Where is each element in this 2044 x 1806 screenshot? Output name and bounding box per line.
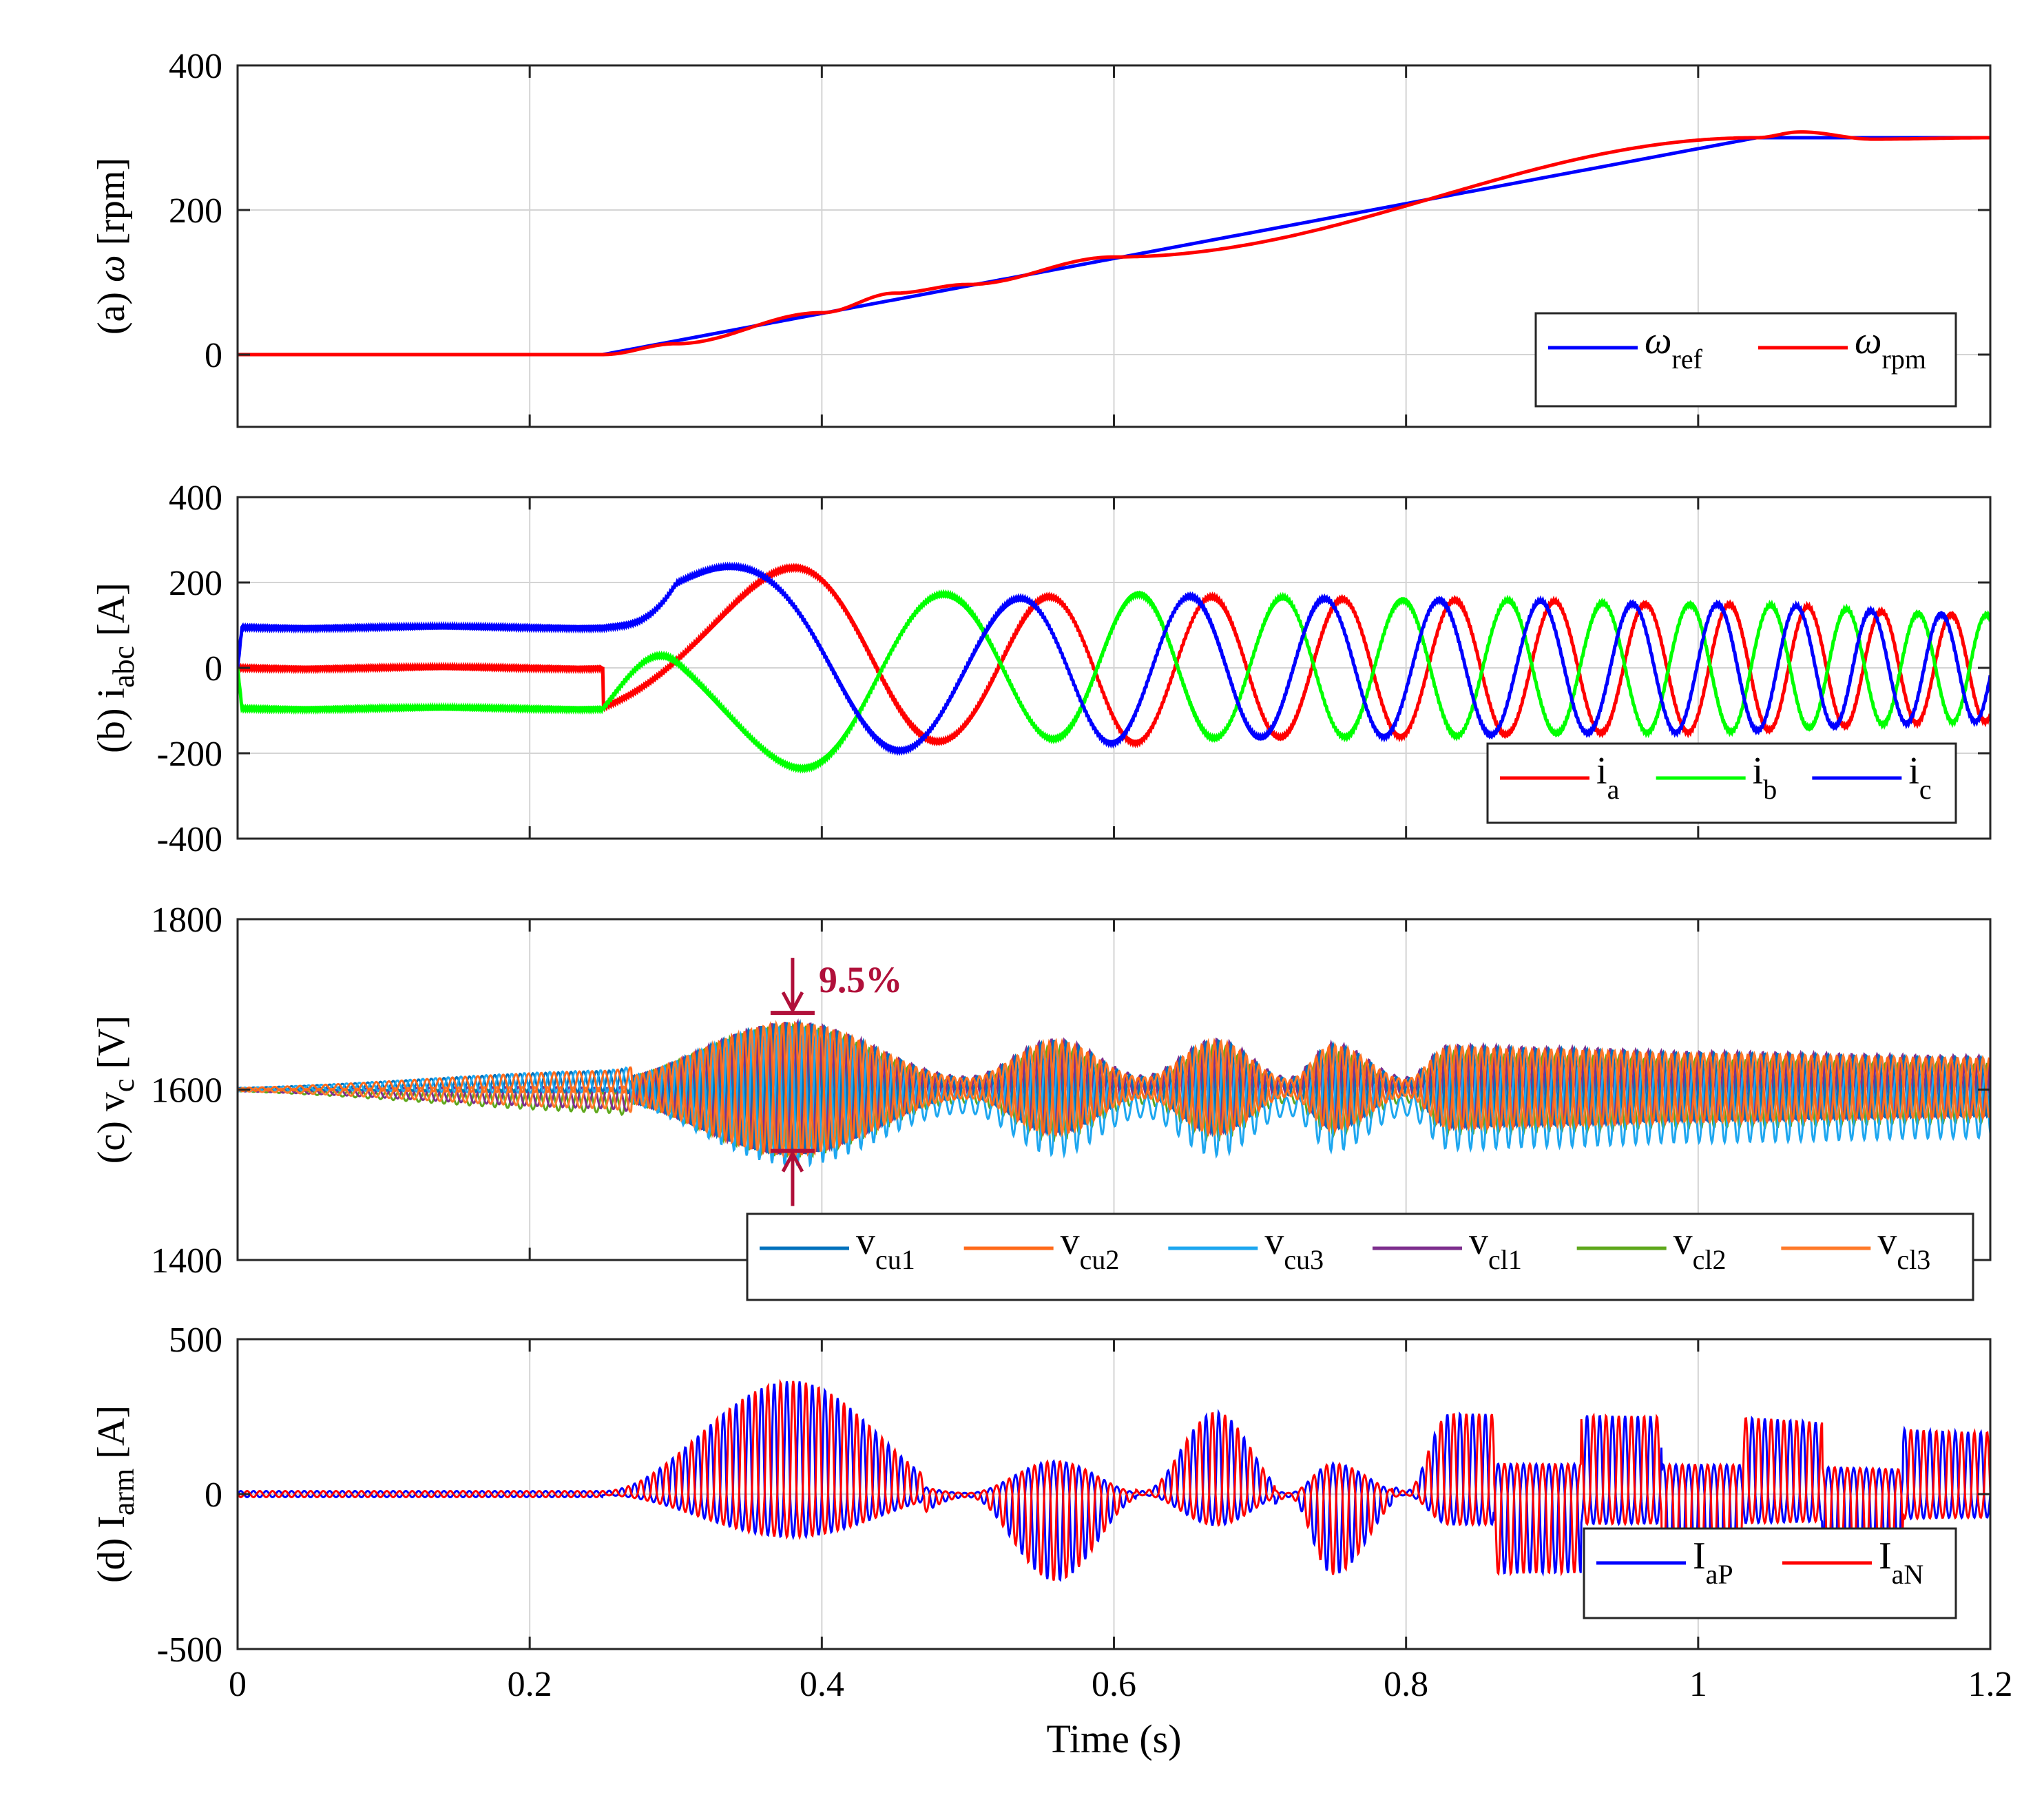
panel-b-phase-currents: -400 -200 0 200 400 (b) iabc [A] ia ib ic xyxy=(90,479,1992,859)
y-tick-label: 0 xyxy=(205,1476,222,1515)
series-line-v-cu3 xyxy=(238,1025,1990,1168)
legend-label: vcu2 xyxy=(1061,1220,1120,1275)
annotation-bottom-arrowhead xyxy=(781,1150,804,1173)
legend-label: IaN xyxy=(1879,1535,1923,1590)
x-tick-label: 0.2 xyxy=(508,1665,552,1704)
annotation-label: 9.5% xyxy=(819,959,903,1000)
x-tick-label: 0.4 xyxy=(800,1665,844,1704)
legend-box xyxy=(1486,742,1957,824)
legend-label: ωref xyxy=(1645,319,1703,375)
series-line-i-b xyxy=(238,589,1990,774)
legend-label: vcl3 xyxy=(1877,1220,1930,1275)
y-tick-label: -500 xyxy=(157,1630,222,1670)
panel-a-speed: 0 200 400 (a) ω [rpm] ωref ωrpm xyxy=(90,47,1992,428)
legend-label: vcu1 xyxy=(856,1220,915,1275)
series-line-i-a xyxy=(238,563,1990,748)
y-tick-label: 1400 xyxy=(151,1241,222,1281)
annotation-top-arrowhead xyxy=(781,991,804,1014)
y-tick-label: -200 xyxy=(157,735,222,774)
y-tick-label: 200 xyxy=(169,564,222,603)
y-axis-label: (b) iabc [A] xyxy=(90,582,140,753)
legend-label: ib xyxy=(1753,750,1777,805)
legend-label: vcl2 xyxy=(1673,1220,1727,1275)
legend-box xyxy=(1583,1527,1957,1619)
x-tick-label: 1 xyxy=(1689,1665,1707,1704)
plot-area xyxy=(238,130,1990,357)
legend-label: IaP xyxy=(1693,1535,1733,1590)
y-tick-label: 500 xyxy=(169,1321,222,1360)
y-tick-label: 0 xyxy=(205,649,222,689)
y-tick-label: 1800 xyxy=(151,901,222,940)
plot-area xyxy=(238,1018,1990,1168)
y-tick-label: 1600 xyxy=(151,1071,222,1111)
y-axis-label: (a) ω [rpm] xyxy=(90,158,133,335)
x-tick-label: 0.8 xyxy=(1384,1665,1428,1704)
ripple-annotation: 9.5% xyxy=(770,958,903,1206)
legend-label: ia xyxy=(1596,750,1620,805)
legend-label: ωrpm xyxy=(1855,319,1926,375)
x-tick-label: 0.6 xyxy=(1092,1665,1136,1704)
y-axis-label: (c) vc [V] xyxy=(90,1016,140,1164)
panel-c-capacitor-voltages: 1400 1600 1800 (c) vc [V] 9.5% vcu1 vcu2 vcu3 vc… xyxy=(90,901,1992,1301)
legend-box xyxy=(746,1212,1974,1301)
y-tick-label: 400 xyxy=(169,479,222,518)
y-tick-label: 0 xyxy=(205,336,222,375)
legend-label: vcu3 xyxy=(1264,1220,1324,1275)
y-tick-label: 400 xyxy=(169,47,222,86)
x-tick-label: 0 xyxy=(229,1665,247,1704)
series-line-i-c xyxy=(238,561,1990,757)
y-axis-label: (d) Iarm [A] xyxy=(90,1405,140,1583)
legend-box xyxy=(1534,312,1957,408)
legend-label: vcl1 xyxy=(1469,1220,1522,1275)
series-line-v-cu1 xyxy=(238,1019,1990,1156)
x-tick-label: 1.2 xyxy=(1968,1665,2013,1704)
series-line-I-aN xyxy=(238,1378,1990,1581)
plot-area xyxy=(238,1378,1990,1582)
y-tick-label: 200 xyxy=(169,191,222,231)
x-axis-label: Time (s) xyxy=(1046,1716,1181,1761)
legend-label: ic xyxy=(1908,750,1931,805)
plot-area xyxy=(238,561,1990,774)
y-tick-label: -400 xyxy=(157,820,222,859)
series-line-v-cl3 xyxy=(238,1020,1990,1159)
series-line-omega-rpm xyxy=(238,130,1990,357)
series-line-v-cu2 xyxy=(238,1020,1990,1156)
